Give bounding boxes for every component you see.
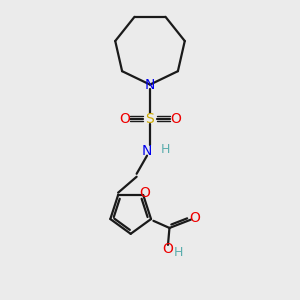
- Text: O: O: [119, 112, 130, 126]
- Text: N: N: [141, 144, 152, 158]
- Text: O: O: [163, 242, 173, 256]
- Text: H: H: [161, 143, 170, 156]
- Text: O: O: [170, 112, 181, 126]
- Text: H: H: [174, 246, 183, 259]
- Text: S: S: [146, 112, 154, 126]
- Text: O: O: [190, 211, 200, 225]
- Text: N: N: [145, 78, 155, 92]
- Text: O: O: [139, 186, 150, 200]
